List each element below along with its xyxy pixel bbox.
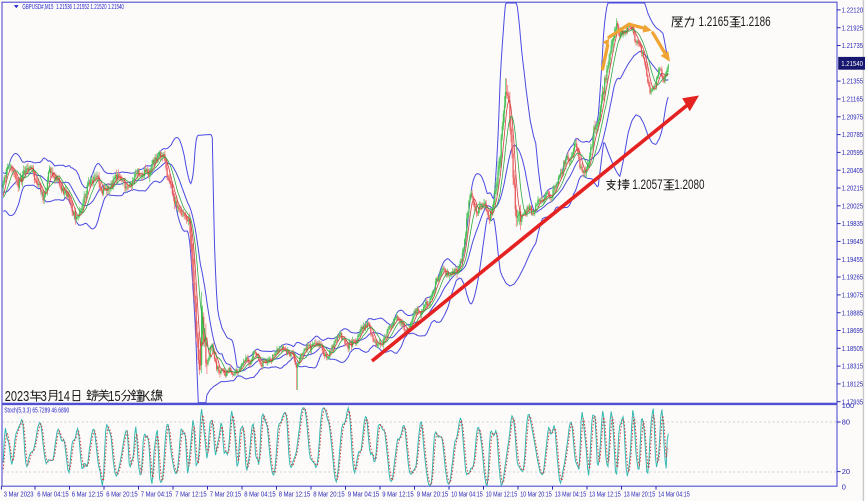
svg-text:1.18505: 1.18505 — [842, 344, 863, 353]
svg-text:3 Mar 2023: 3 Mar 2023 — [4, 490, 34, 499]
svg-text:1.2080: 1.2080 — [674, 177, 704, 192]
svg-text:13 Mar 20:15: 13 Mar 20:15 — [624, 490, 656, 499]
svg-text:9 Mar 20:15: 9 Mar 20:15 — [417, 490, 449, 499]
svg-text:1.20025: 1.20025 — [842, 201, 863, 210]
svg-text:9 Mar 12:15: 9 Mar 12:15 — [382, 490, 414, 499]
svg-text:3: 3 — [41, 388, 47, 405]
svg-text:7 Mar 12:15: 7 Mar 12:15 — [175, 490, 207, 499]
svg-text:80: 80 — [842, 418, 850, 427]
svg-text:6 Mar 04:15: 6 Mar 04:15 — [37, 490, 68, 499]
svg-text:1.21540: 1.21540 — [841, 59, 863, 68]
svg-text:1.21735: 1.21735 — [842, 41, 863, 50]
svg-text:1.19645: 1.19645 — [842, 237, 863, 246]
svg-text:6 Mar 20:15: 6 Mar 20:15 — [106, 490, 138, 499]
svg-text:1.19455: 1.19455 — [842, 255, 863, 264]
svg-text:1.21355: 1.21355 — [842, 77, 863, 86]
svg-text:7 Mar 20:15: 7 Mar 20:15 — [210, 490, 242, 499]
svg-text:1.18695: 1.18695 — [842, 326, 863, 335]
svg-text:1.19265: 1.19265 — [842, 273, 863, 282]
svg-text:100: 100 — [842, 401, 854, 410]
svg-text:1.19835: 1.19835 — [842, 219, 863, 228]
svg-text:13 Mar 12:15: 13 Mar 12:15 — [589, 490, 621, 499]
svg-text:9 Mar 04:15: 9 Mar 04:15 — [348, 490, 380, 499]
svg-text:8 Mar 04:15: 8 Mar 04:15 — [244, 490, 275, 499]
svg-text:15: 15 — [108, 388, 120, 405]
svg-text:2023: 2023 — [5, 388, 30, 405]
svg-text:1.20215: 1.20215 — [842, 184, 863, 193]
svg-text:Stoch(5,3,3) 65.7289 46.6890: Stoch(5,3,3) 65.7289 46.6890 — [4, 405, 69, 414]
svg-text:14: 14 — [58, 388, 70, 405]
svg-text:8 Mar 12:15: 8 Mar 12:15 — [279, 490, 311, 499]
svg-text:1.21165: 1.21165 — [842, 95, 863, 104]
svg-text:10 Mar 12:15: 10 Mar 12:15 — [486, 490, 518, 499]
svg-text:20: 20 — [842, 467, 850, 476]
svg-text:1.20785: 1.20785 — [842, 130, 863, 139]
svg-text:1.17935: 1.17935 — [842, 397, 863, 406]
svg-text:10 Mar 20:15: 10 Mar 20:15 — [520, 490, 552, 499]
svg-text:1.22120: 1.22120 — [842, 6, 863, 15]
svg-text:GBPUSD#,M15 1.21536 1.21552 1: GBPUSD#,M15 1.21536 1.21552 1.21520 1.21… — [22, 3, 124, 11]
svg-text:6 Mar 12:15: 6 Mar 12:15 — [72, 490, 104, 499]
svg-text:0: 0 — [842, 483, 846, 492]
svg-text:1.2165: 1.2165 — [699, 14, 729, 29]
svg-text:1.20975: 1.20975 — [842, 112, 863, 121]
svg-text:10 Mar 04:15: 10 Mar 04:15 — [451, 490, 483, 499]
svg-text:1.2057: 1.2057 — [632, 177, 662, 192]
svg-text:13 Mar 04:15: 13 Mar 04:15 — [555, 490, 587, 499]
svg-text:1.18125: 1.18125 — [842, 380, 863, 389]
svg-text:K: K — [142, 388, 150, 405]
svg-text:1.18885: 1.18885 — [842, 308, 863, 317]
svg-text:1.21925: 1.21925 — [842, 23, 863, 32]
svg-text:1.2186: 1.2186 — [740, 14, 770, 29]
svg-text:14 Mar 04:15: 14 Mar 04:15 — [658, 490, 690, 499]
svg-text:1.19075: 1.19075 — [842, 290, 863, 299]
svg-text:7 Mar 04:15: 7 Mar 04:15 — [141, 490, 173, 499]
svg-text:1.18315: 1.18315 — [842, 362, 863, 371]
svg-text:1.20405: 1.20405 — [842, 166, 863, 175]
svg-text:8 Mar 20:15: 8 Mar 20:15 — [313, 490, 345, 499]
svg-text:1.20595: 1.20595 — [842, 148, 863, 157]
